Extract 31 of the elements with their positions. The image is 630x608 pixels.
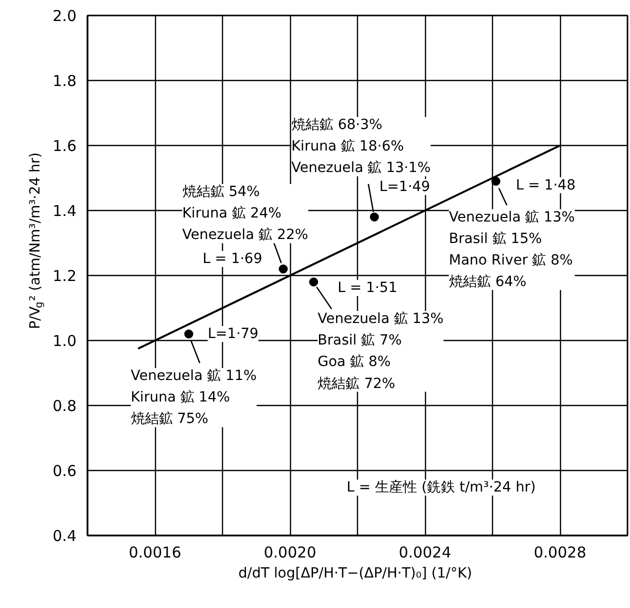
y-axis-title: P/Vg² (atm/Nm³/m³·24 hr) xyxy=(28,152,45,330)
y-tick-label: 1.6 xyxy=(52,137,77,155)
x-tick-label: 0.0016 xyxy=(128,544,182,562)
annotation: Venezuela 鉱 11% Kiruna 鉱 14% 焼結鉱 75% xyxy=(130,368,257,428)
annotation: L=1·79 xyxy=(208,326,258,342)
point xyxy=(309,278,318,286)
y-tick-label: 1.4 xyxy=(52,202,77,220)
annotation: 焼結鉱 68·3% Kiruna 鉱 18·6% Venezuela 鉱 13·1% xyxy=(291,117,431,176)
y-tick-label: 1.0 xyxy=(52,332,77,350)
annotation: L = 1·69 xyxy=(202,251,262,267)
annotation: L = 生産性 (銑鉄 t/m³·24 hr) xyxy=(346,480,536,496)
y-tick-label: 0.8 xyxy=(52,397,77,415)
y-tick-label: 1.8 xyxy=(52,72,77,90)
annotation: L = 1·51 xyxy=(338,280,398,296)
annotation: 焼結鉱 54% Kiruna 鉱 24% Venezuela 鉱 22% xyxy=(182,184,308,244)
x-tick-label: 0.0020 xyxy=(264,544,316,562)
annotation: Venezuela 鉱 13% Brasil 鉱 7% Goa 鉱 8% 焼結鉱 72% xyxy=(318,311,444,392)
point xyxy=(491,176,500,186)
point xyxy=(278,264,288,274)
point xyxy=(184,330,194,338)
annotation: L=1·49 xyxy=(379,179,430,195)
x-tick-label: 0.0028 xyxy=(534,544,586,562)
x-axis-title: d/dT log[ΔP/H·T−(ΔP/H·T)₀] (1/°K) xyxy=(238,566,472,582)
y-tick-label: 0.4 xyxy=(52,527,77,545)
x-tick-label: 0.0024 xyxy=(398,544,452,562)
y-tick-label: 2.0 xyxy=(52,7,77,25)
y-tick-label: 0.6 xyxy=(52,462,77,480)
y-tick-label: 1.2 xyxy=(52,267,77,285)
point xyxy=(370,212,379,222)
annotation: L = 1·48 xyxy=(516,177,576,194)
annotation: Venezuela 鉱 13% Brasil 鉱 15% Mano River 鉱 8% 焼結鉱 64% xyxy=(448,209,575,290)
